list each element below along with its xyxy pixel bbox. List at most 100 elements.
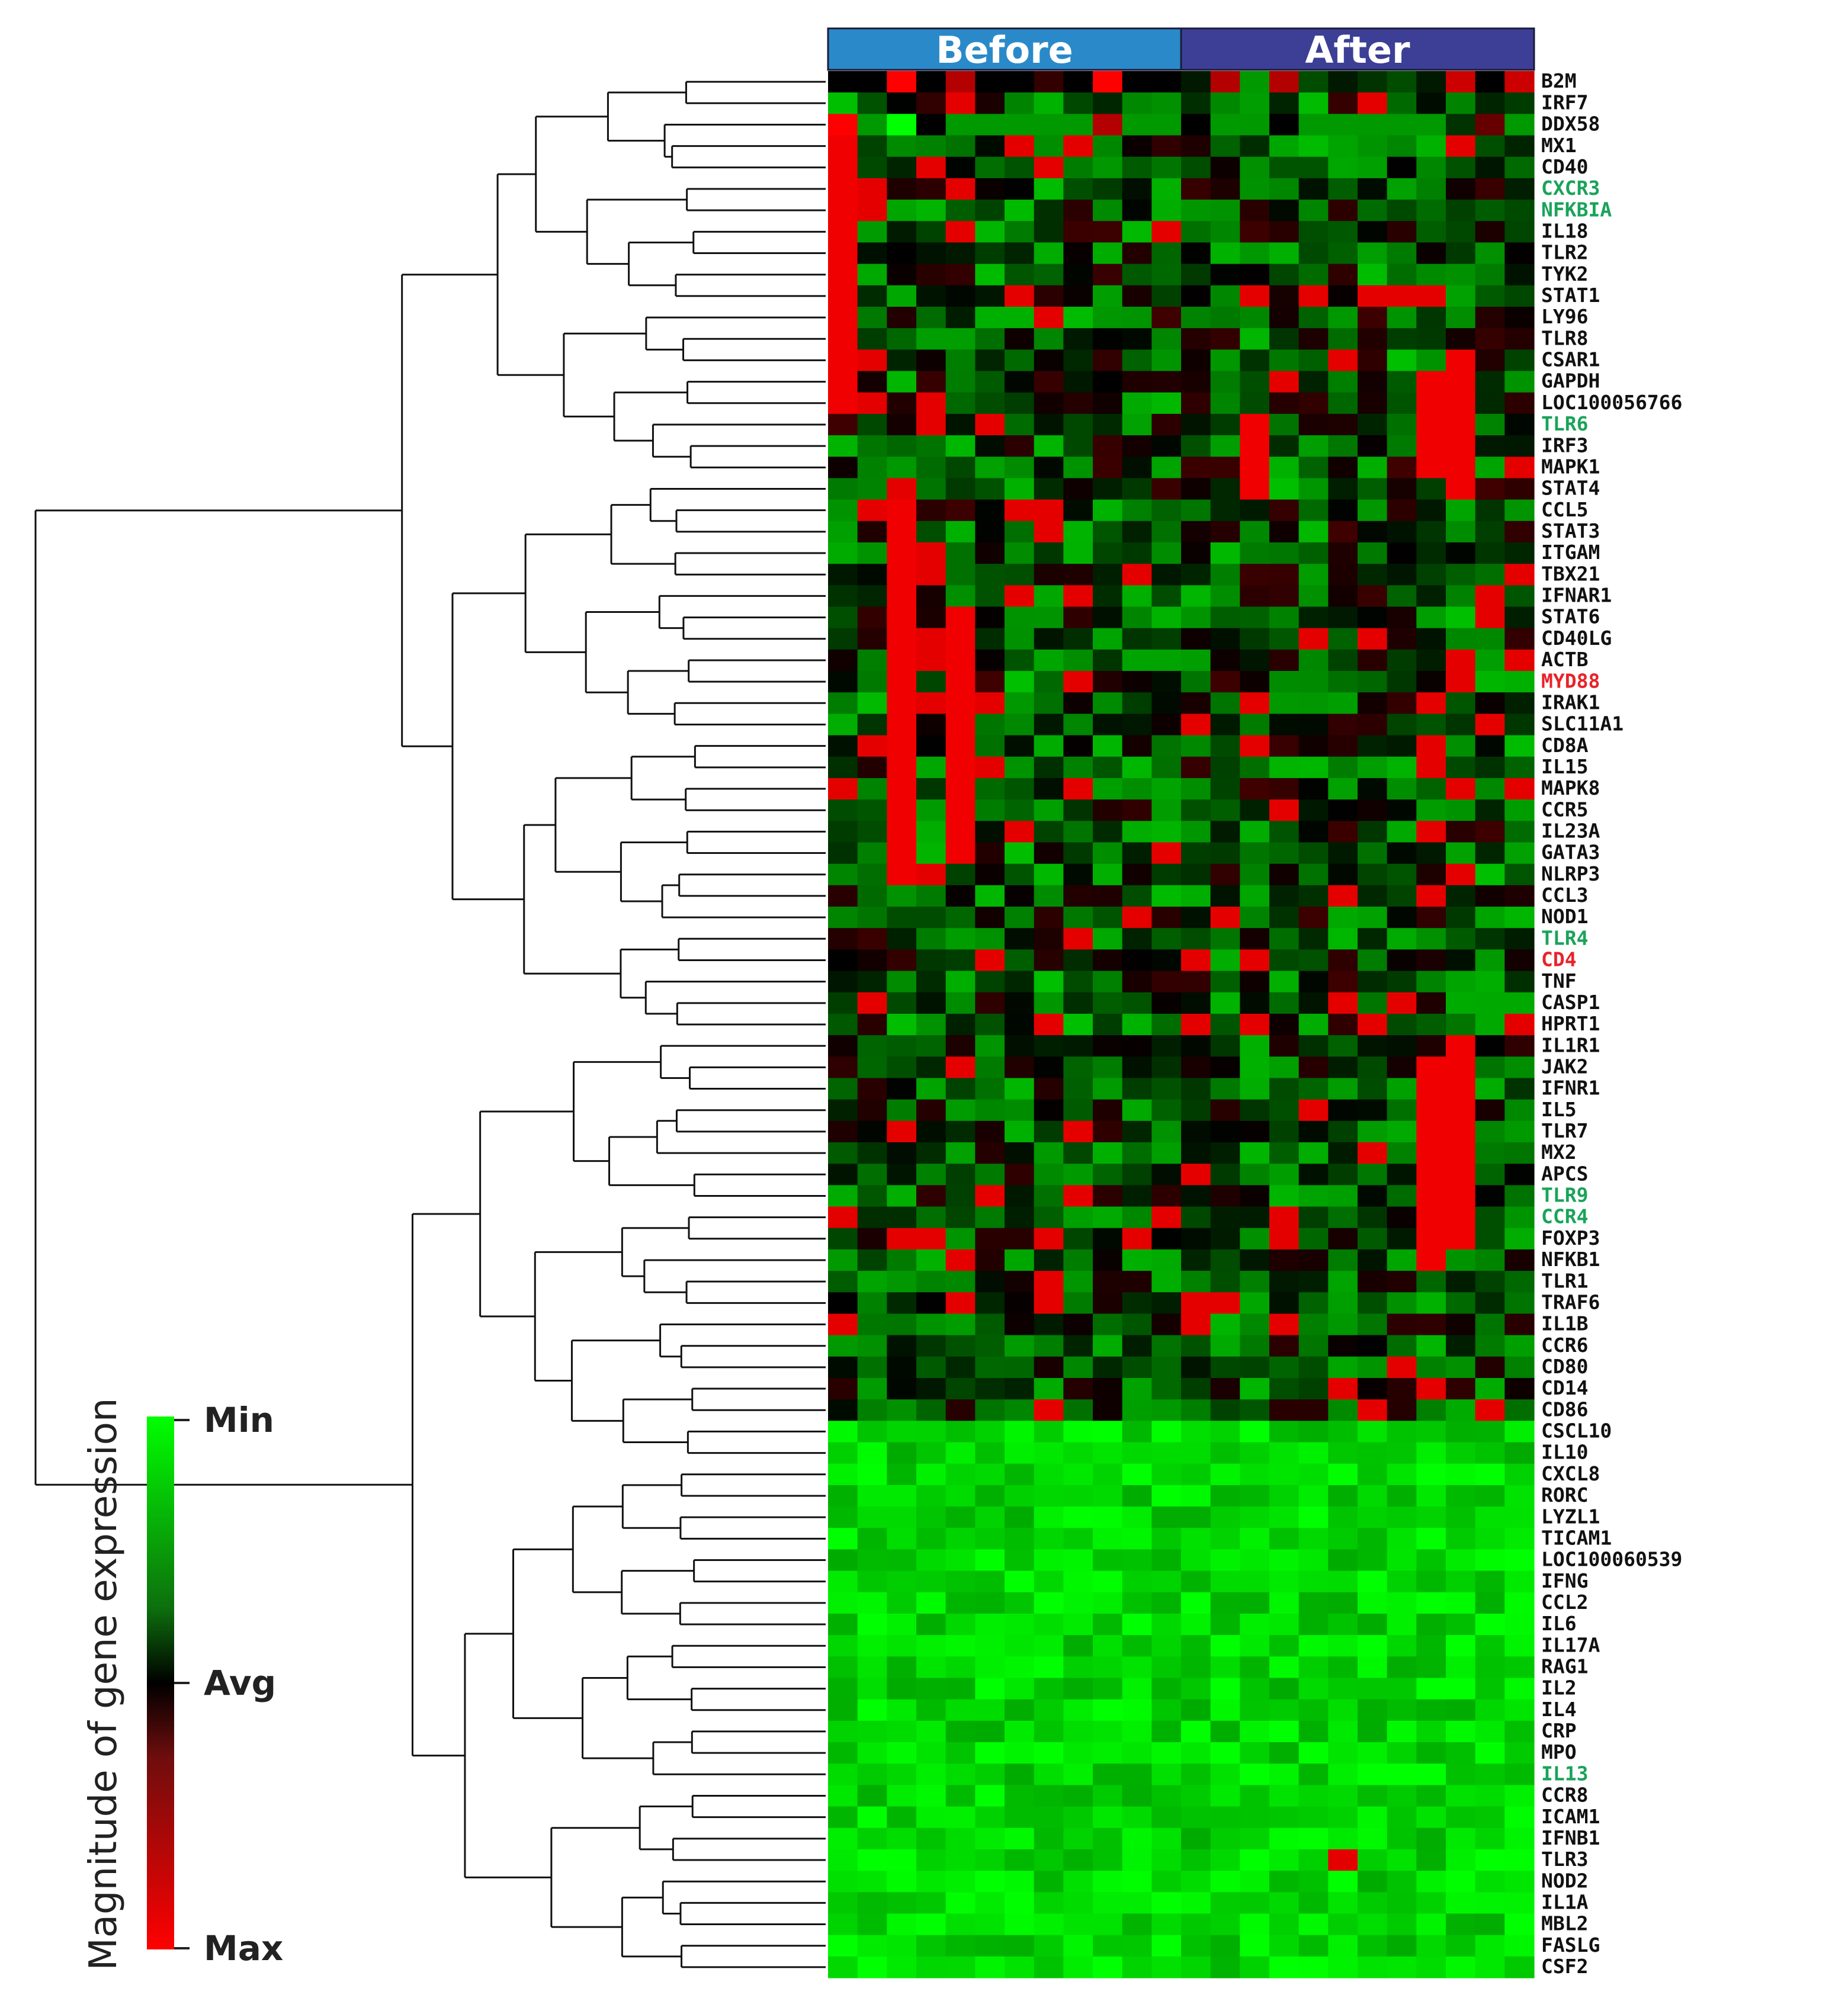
heatmap-cell: [1328, 1292, 1358, 1315]
heatmap-cell: [857, 1763, 887, 1785]
heatmap-cell: [1151, 499, 1182, 522]
heatmap-cell: [1063, 1013, 1093, 1036]
heatmap-cell: [1181, 1399, 1211, 1421]
heatmap-cell: [887, 1806, 917, 1829]
heatmap-cell: [1504, 1699, 1535, 1721]
heatmap-cell: [975, 392, 1005, 415]
heatmap-cell: [1504, 92, 1535, 114]
heatmap-cell: [1093, 521, 1123, 543]
heatmap-cell: [1240, 1377, 1270, 1400]
heatmap-cell: [1475, 264, 1505, 286]
heatmap-cell: [828, 1806, 858, 1829]
heatmap-cell: [975, 1892, 1005, 1915]
heatmap-cell: [1387, 1120, 1417, 1143]
heatmap-cell: [1475, 842, 1505, 865]
heatmap-cell: [1210, 478, 1240, 500]
heatmap-cell: [1328, 135, 1358, 158]
heatmap-cell: [1446, 1570, 1476, 1593]
heatmap-cell: [1387, 842, 1417, 865]
heatmap-cell: [1328, 478, 1358, 500]
heatmap-cell: [975, 1592, 1005, 1614]
heatmap-cell: [1446, 1164, 1476, 1186]
heatmap-cell: [1328, 1078, 1358, 1100]
heatmap-cell: [1210, 1506, 1240, 1528]
heatmap-cell: [1122, 1849, 1152, 1871]
heatmap-cell: [1298, 478, 1329, 500]
heatmap-cell: [916, 907, 947, 929]
gene-label-il1a: IL1A: [1541, 1891, 1589, 1914]
heatmap-cell: [1269, 1463, 1300, 1486]
heatmap-cell: [1298, 1635, 1329, 1657]
heatmap-cell: [1034, 306, 1064, 329]
heatmap-cell: [1446, 1528, 1476, 1550]
heatmap-cell: [1122, 1035, 1152, 1057]
heatmap-cell: [1298, 349, 1329, 372]
heatmap-cell: [1063, 264, 1093, 286]
heatmap-cell: [1005, 1335, 1035, 1357]
heatmap-cell: [1298, 1720, 1329, 1743]
heatmap-cell: [1416, 478, 1446, 500]
heatmap-cell: [1358, 1206, 1388, 1229]
heatmap-cell: [945, 1164, 976, 1186]
heatmap-cell: [1446, 135, 1476, 158]
heatmap-cell: [975, 1099, 1005, 1122]
heatmap-cell: [1298, 392, 1329, 415]
heatmap-cell: [1328, 1871, 1358, 1893]
heatmap-cell: [916, 328, 947, 350]
heatmap-cell: [1063, 1442, 1093, 1464]
heatmap-cell: [1475, 1078, 1505, 1100]
heatmap-cell: [1269, 200, 1300, 221]
heatmap-cell: [887, 478, 917, 500]
heatmap-cell: [1328, 1421, 1358, 1443]
heatmap-cell: [1034, 1356, 1064, 1379]
heatmap-cell: [1005, 306, 1035, 329]
heatmap-cell: [1269, 349, 1300, 372]
heatmap-cell: [1181, 778, 1211, 800]
heatmap-cell: [1328, 178, 1358, 200]
heatmap-cell: [1475, 1871, 1505, 1893]
heatmap-cell: [1034, 1120, 1064, 1143]
heatmap-cell: [1093, 1442, 1123, 1464]
heatmap-cell: [1358, 306, 1388, 329]
heatmap-cell: [828, 1185, 858, 1207]
heatmap-cell: [1210, 628, 1240, 650]
heatmap-cell: [1416, 1377, 1446, 1400]
heatmap-cell: [975, 842, 1005, 865]
heatmap-cell: [1269, 735, 1300, 757]
heatmap-cell: [828, 92, 858, 114]
heatmap-cell: [1034, 135, 1064, 158]
heatmap-cell: [1240, 457, 1270, 479]
heatmap-cell: [1504, 328, 1535, 350]
heatmap-cell: [1446, 521, 1476, 543]
heatmap-cell: [1298, 885, 1329, 907]
heatmap-cell: [1504, 306, 1535, 329]
heatmap-cell: [1504, 1806, 1535, 1829]
heatmap-cell: [857, 114, 887, 136]
heatmap-cell: [1210, 242, 1240, 265]
gene-label-ccr8: CCR8: [1541, 1784, 1588, 1807]
gene-label-hprt1: HPRT1: [1541, 1012, 1600, 1035]
heatmap-cell: [1034, 885, 1064, 907]
heatmap-cell: [1387, 1399, 1417, 1421]
heatmap-cell: [1181, 71, 1211, 93]
gene-label-nod2: NOD2: [1541, 1869, 1588, 1892]
heatmap-cell: [1151, 1506, 1182, 1528]
heatmap-cell: [857, 1035, 887, 1057]
heatmap-cell: [1151, 478, 1182, 500]
heatmap-cell: [1122, 457, 1152, 479]
gene-label-ccl5: CCL5: [1541, 498, 1588, 521]
heatmap-cell: [1122, 1421, 1152, 1443]
heatmap-cell: [1475, 1827, 1505, 1850]
heatmap-cell: [1358, 1056, 1388, 1079]
heatmap-cell: [1358, 992, 1388, 1014]
heatmap-cell: [1122, 1613, 1152, 1636]
heatmap-cell: [1063, 1806, 1093, 1829]
heatmap-cell: [1328, 328, 1358, 350]
heatmap-cell: [1358, 1099, 1388, 1122]
heatmap-cell: [916, 371, 947, 393]
heatmap-cell: [1416, 413, 1446, 436]
heatmap-cell: [1034, 1699, 1064, 1721]
heatmap-cell: [887, 928, 917, 950]
heatmap-cell: [945, 1249, 976, 1271]
heatmap-cell: [975, 1313, 1005, 1336]
